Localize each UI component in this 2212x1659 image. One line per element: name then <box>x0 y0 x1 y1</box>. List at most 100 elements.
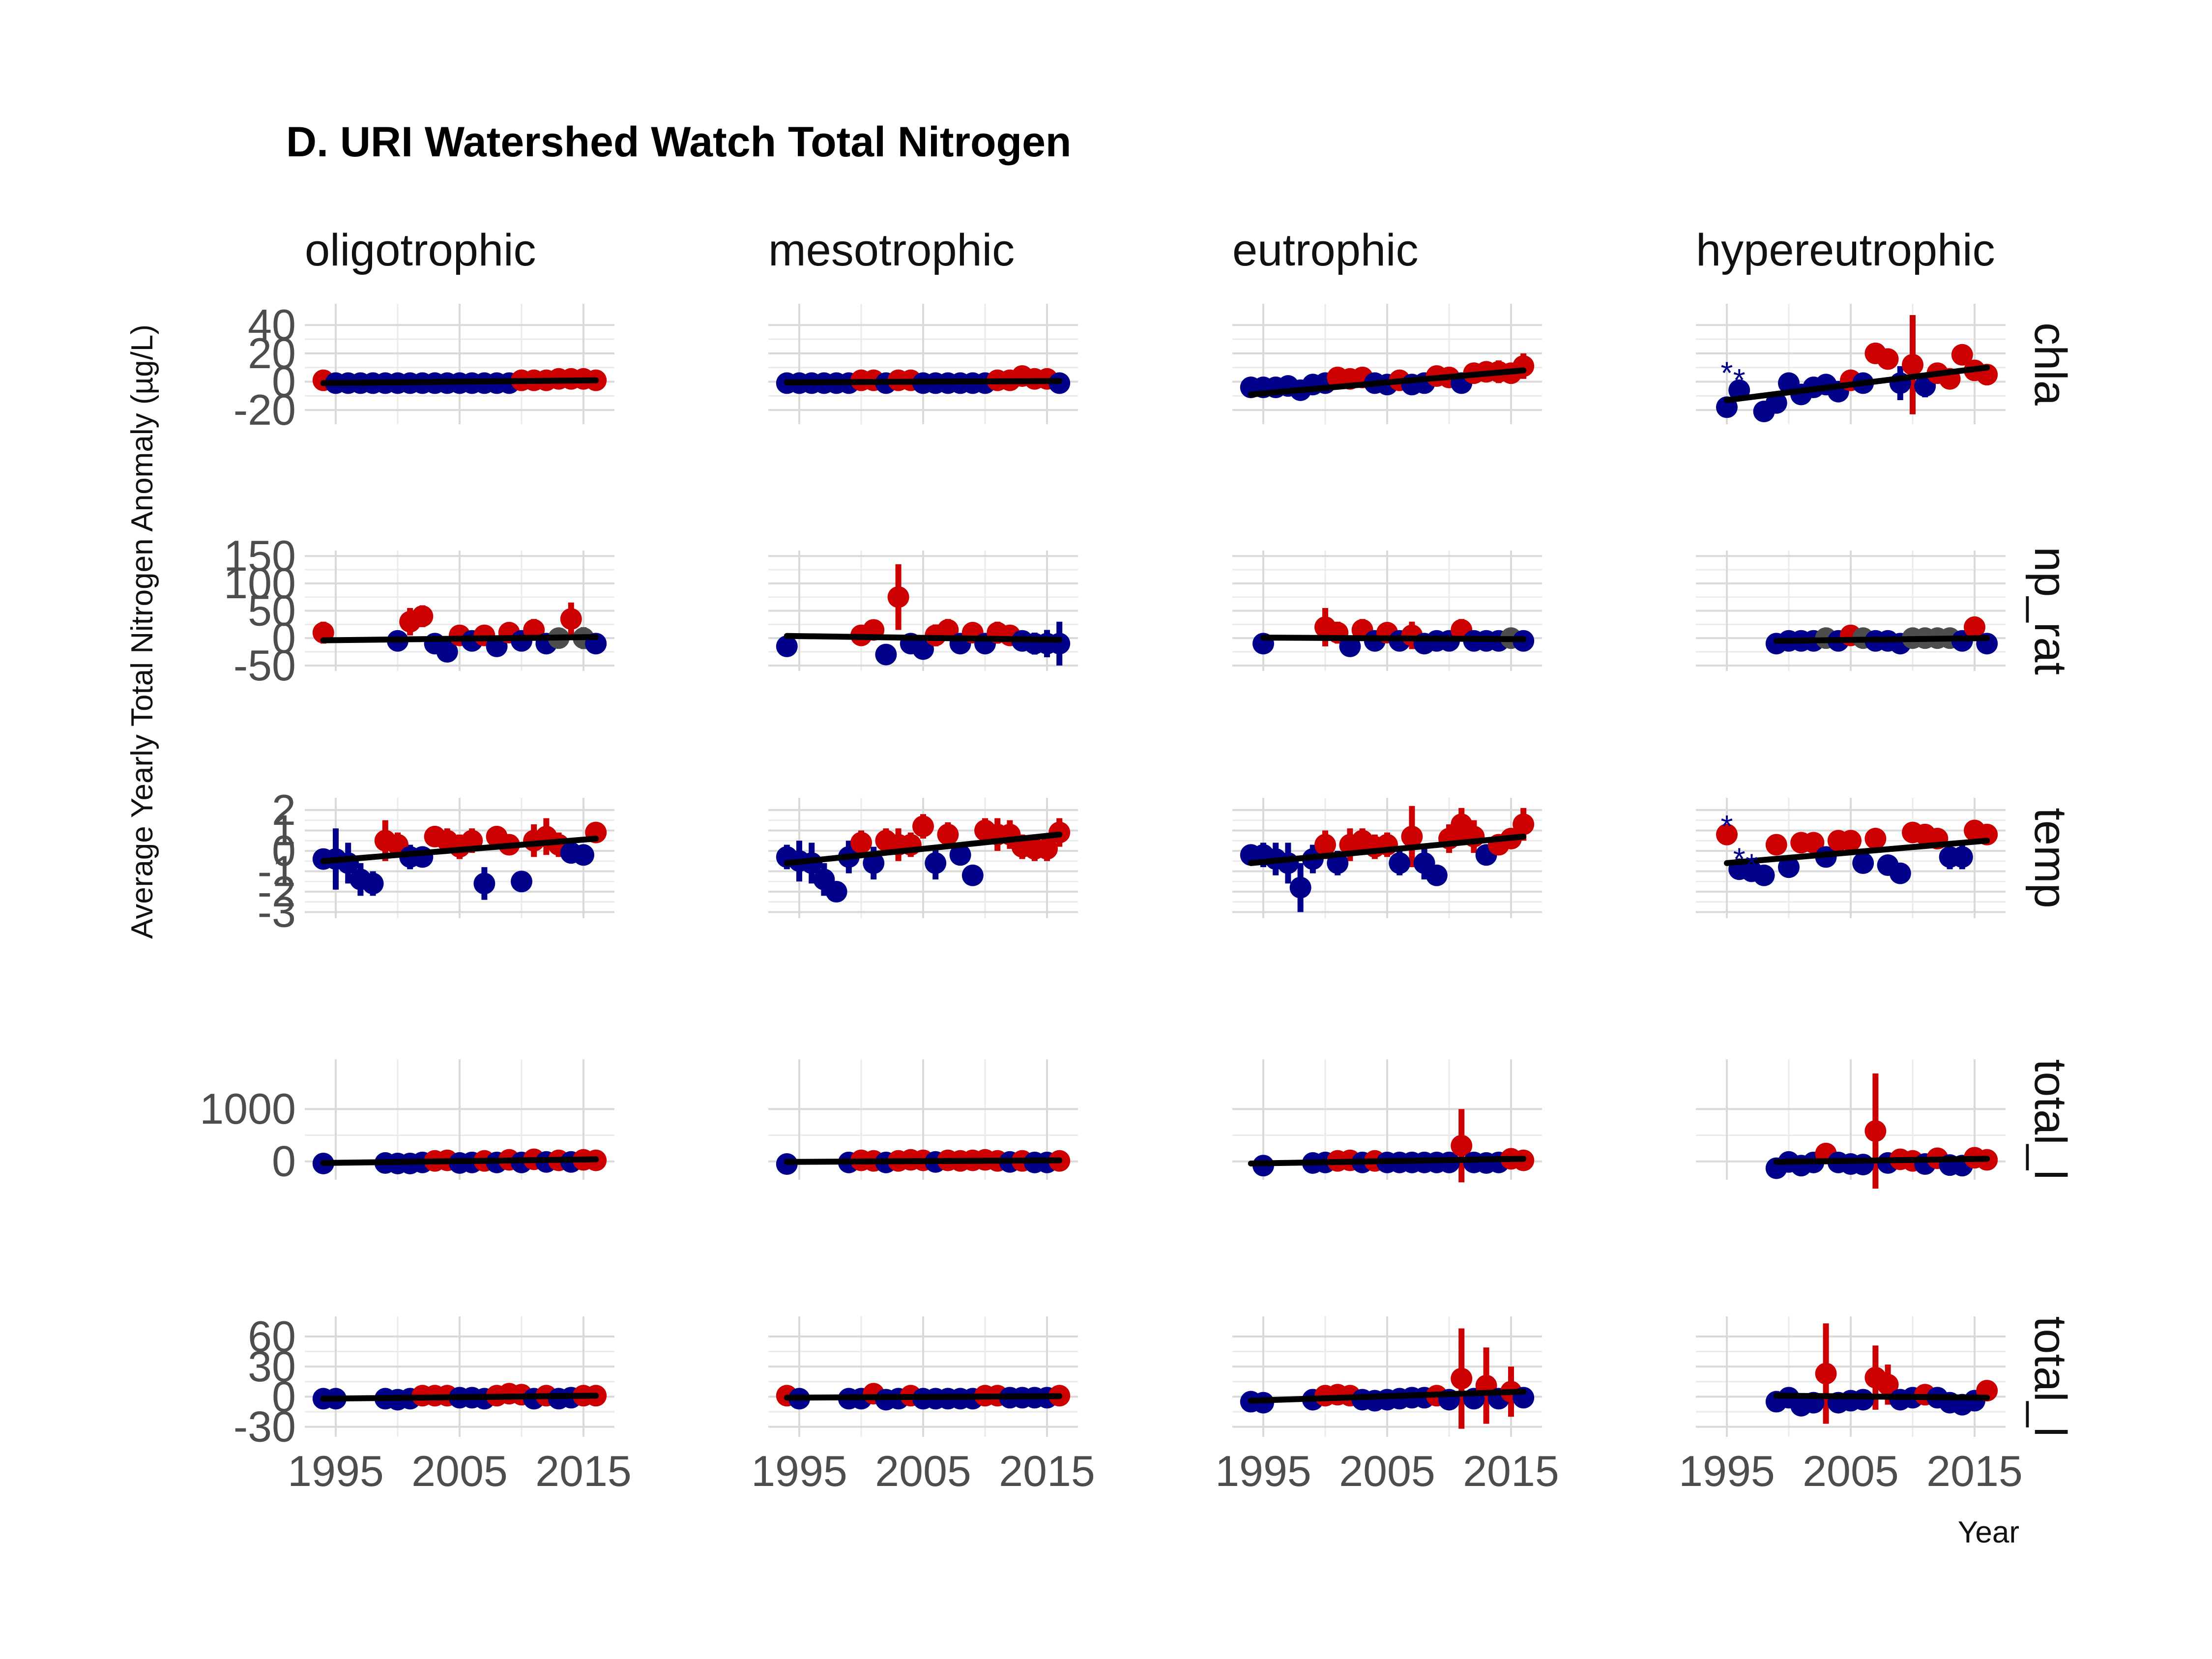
panel-eutrophic-2 <box>1232 798 1542 918</box>
panel-eutrophic-1 <box>1232 551 1542 671</box>
y-tick-label: -2 <box>258 867 296 916</box>
panel-hypereutrophic-0: * * <box>1696 304 2006 424</box>
trend-line <box>1248 1389 1527 1404</box>
panel-hypereutrophic-1 <box>1696 551 2006 671</box>
data-point <box>937 823 959 845</box>
x-tick-label: 2015 <box>1926 1447 2023 1495</box>
trend-line <box>320 634 599 643</box>
data-points <box>1252 1135 1535 1177</box>
y-tick-label: 1000 <box>200 1084 296 1133</box>
panel-mesotrophic-1 <box>768 551 1078 671</box>
y-tick-label: 150 <box>224 531 296 580</box>
trend-line <box>784 831 1063 866</box>
data-point <box>1852 1154 1874 1176</box>
data-point <box>1426 864 1448 886</box>
data-point <box>511 871 532 893</box>
y-axis-label: Average Yearly Total Nitrogen Anomaly (µ… <box>125 324 159 939</box>
trend-line <box>1260 635 1527 642</box>
trend-line <box>1248 833 1527 866</box>
trend-line <box>1724 838 1990 866</box>
y-tick-label: -1 <box>258 846 296 895</box>
panel-hypereutrophic-3 <box>1696 1059 2006 1189</box>
data-point <box>1864 1120 1887 1142</box>
trend-line <box>1773 635 1990 644</box>
trend-line <box>1773 1156 1990 1165</box>
panel-mesotrophic-3 <box>768 1059 1078 1180</box>
significance-star: * <box>1721 809 1733 844</box>
data-point <box>850 832 872 854</box>
data-point <box>1877 348 1899 370</box>
data-point <box>1716 823 1738 845</box>
panel-eutrophic-3 <box>1232 1059 1542 1183</box>
significance-star: * <box>1746 847 1758 883</box>
data-point <box>1753 864 1775 886</box>
y-tick-label: 0 <box>272 826 296 875</box>
column-header-oligotrophic: oligotrophic <box>305 225 536 275</box>
row-strip-label: np_rat <box>2025 547 2075 675</box>
significance-star: * <box>1733 841 1746 876</box>
data-point <box>875 643 897 666</box>
y-tick-label: 30 <box>248 1342 296 1391</box>
y-tick-label: 1 <box>272 806 296 854</box>
data-points <box>1765 1363 1998 1417</box>
data-point <box>825 881 847 903</box>
column-header-hypereutrophic: hypereutrophic <box>1696 225 1995 275</box>
trend-line <box>784 1393 1063 1401</box>
trend-line <box>1248 367 1527 398</box>
panel-eutrophic-4: 1995 2005 2015 <box>1215 1316 1559 1495</box>
data-point <box>1852 1389 1874 1411</box>
data-point <box>560 608 582 630</box>
data-point <box>436 641 458 663</box>
y-tick-label: 0 <box>272 1372 296 1421</box>
data-point <box>1840 830 1862 852</box>
data-point <box>925 852 947 874</box>
major-gridlines <box>1232 551 1542 671</box>
x-tick-label: 1995 <box>1679 1447 1775 1495</box>
data-point <box>1778 856 1800 878</box>
data-point <box>912 638 934 660</box>
x-tick-label: 2005 <box>411 1447 508 1495</box>
data-points <box>1765 1120 1998 1179</box>
y-tick-label: 40 <box>248 300 296 349</box>
data-point <box>473 873 495 895</box>
panel-mesotrophic-0 <box>768 304 1078 424</box>
data-point <box>863 852 885 874</box>
trend-line <box>320 836 599 864</box>
major-gridlines <box>1232 1316 1542 1437</box>
x-tick-label: 2005 <box>1803 1447 1899 1495</box>
data-point <box>1289 876 1311 899</box>
y-tick-label: -50 <box>233 641 296 690</box>
panel-hypereutrophic-4: 1995 2005 2015 <box>1679 1316 2023 1495</box>
x-tick-label: 1995 <box>751 1447 847 1495</box>
data-point <box>1852 852 1874 874</box>
trend-line <box>320 1156 599 1166</box>
x-tick-label: 1995 <box>1215 1447 1311 1495</box>
major-gridlines <box>768 1316 1078 1437</box>
trend-line <box>1773 1393 1990 1401</box>
trend-line <box>784 378 1063 385</box>
significance-star: * <box>1733 362 1746 398</box>
x-tick-label: 2005 <box>875 1447 971 1495</box>
y-tick-label: -20 <box>233 385 296 434</box>
x-tick-label: 2015 <box>535 1447 632 1495</box>
data-point <box>1877 1373 1899 1396</box>
major-gridlines <box>305 304 614 424</box>
data-point <box>1902 353 1923 376</box>
major-gridlines <box>1696 1316 2006 1437</box>
y-tick-label: 50 <box>248 586 296 635</box>
y-tick-label: 0 <box>272 613 296 662</box>
row-strip-label: total_l <box>2025 1059 2075 1180</box>
data-point <box>573 844 594 866</box>
y-tick-label: 0 <box>272 357 296 406</box>
column-headers: oligotrophic mesotrophic eutrophic hyper… <box>305 225 1995 275</box>
x-tick-label: 1995 <box>288 1447 384 1495</box>
y-tick-label: 20 <box>248 329 296 378</box>
row-strip-label: temp <box>2025 808 2075 908</box>
data-point <box>1389 852 1411 874</box>
data-point <box>1864 828 1887 850</box>
data-point <box>1803 832 1825 854</box>
panel-mesotrophic-2 <box>768 798 1078 918</box>
